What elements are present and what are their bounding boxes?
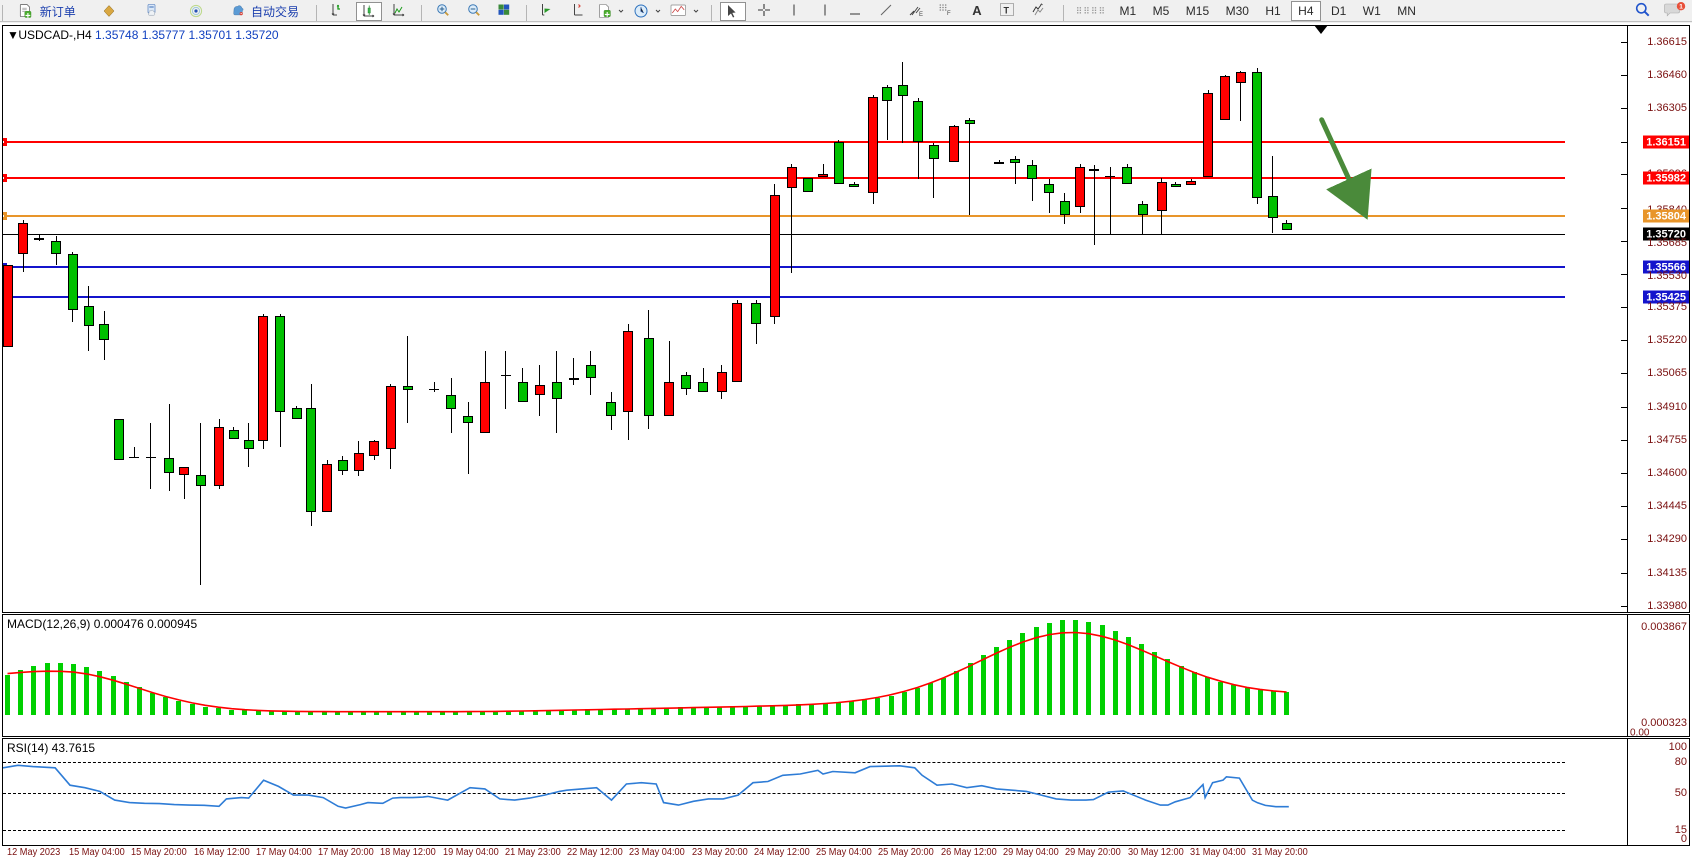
svg-text:T: T — [1003, 5, 1009, 15]
svg-text:E: E — [919, 12, 923, 18]
svg-text:1: 1 — [1679, 4, 1683, 11]
svg-text:F: F — [947, 11, 951, 17]
